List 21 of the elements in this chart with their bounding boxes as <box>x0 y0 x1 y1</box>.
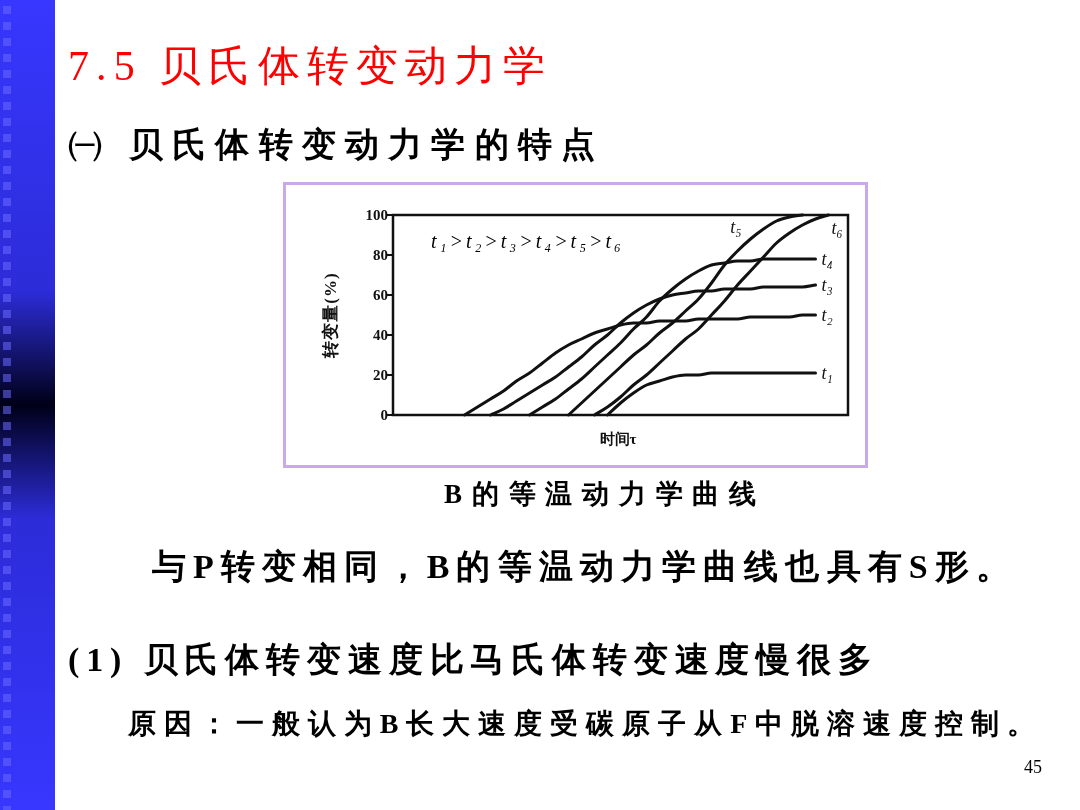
y-tick-label: 100 <box>365 207 388 223</box>
series-label: t₂ <box>821 305 833 325</box>
chart-title: 7.5 贝氏体转变动力学 <box>68 43 545 89</box>
y-axis-title: 转变量(%) <box>320 272 340 359</box>
series-label: t₃ <box>821 275 833 295</box>
series-label: t₆ <box>831 218 843 238</box>
series-label: t₄ <box>821 249 833 269</box>
text: B的等温动力学曲线 <box>444 479 756 509</box>
annotation: t₁>t₂>t₃>t₄>t₅>t₆ <box>431 230 622 252</box>
x-axis-title: 时间τ <box>599 431 637 447</box>
text: 45 <box>1024 757 1042 777</box>
y-tick-label: 20 <box>373 367 388 383</box>
text: 与P转变相同，B的等温动力学曲线也具有S形。 <box>151 548 1010 585</box>
text: (1) 贝氏体转变速度比马氏体转变速度慢很多 <box>68 641 872 679</box>
series-label: t₁ <box>821 363 833 383</box>
y-tick-label: 80 <box>373 247 388 263</box>
series-label: t₅ <box>730 217 742 237</box>
text: 原因：一般认为B长大速度受碳原子从F中脱溶速度控制。 <box>127 708 1035 739</box>
y-tick-label: 40 <box>373 327 388 343</box>
y-tick-label: 60 <box>373 287 388 303</box>
chart-subtitle: ㈠ 贝氏体转变动力学的特点 <box>68 126 595 163</box>
